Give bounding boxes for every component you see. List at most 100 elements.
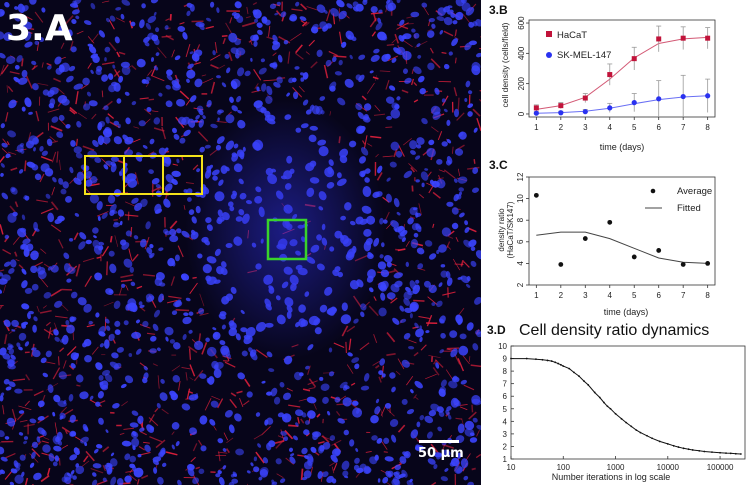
nucleus (58, 24, 69, 35)
membrane-strand (77, 112, 87, 120)
membrane-strand (310, 61, 318, 69)
nucleus (268, 368, 275, 373)
membrane-strand (14, 201, 19, 208)
nucleus (143, 365, 148, 371)
membrane-strand (297, 416, 300, 424)
nucleus (153, 117, 161, 125)
nucleus (222, 448, 227, 452)
membrane-strand (149, 436, 163, 443)
nucleus (29, 462, 35, 468)
nucleus (90, 69, 94, 75)
y-tick-label: 600 (517, 16, 526, 30)
nucleus (221, 82, 227, 88)
x-tick-label: 100000 (707, 463, 734, 472)
membrane-strand (463, 261, 470, 268)
membrane-strand (432, 223, 435, 228)
membrane-strand (328, 50, 338, 57)
membrane-strand (41, 440, 49, 444)
nucleus (349, 54, 353, 60)
ratio-dynamics-point (562, 365, 565, 367)
nucleus (52, 176, 57, 183)
membrane-strand (434, 359, 444, 368)
nucleus (24, 31, 32, 41)
nucleus (32, 324, 37, 333)
nucleus (181, 116, 191, 126)
data-point-hacat (607, 72, 613, 78)
membrane-strand (287, 51, 291, 64)
nucleus (277, 412, 284, 418)
nucleus (444, 468, 449, 472)
membrane-strand (361, 140, 366, 145)
nucleus (199, 146, 205, 153)
nucleus (369, 70, 374, 74)
nucleus (122, 134, 129, 141)
data-point-skmel (656, 96, 662, 102)
membrane-strand (470, 364, 481, 368)
membrane-strand (31, 448, 41, 458)
ratio-dynamics-point (609, 407, 612, 410)
nucleus (382, 476, 389, 484)
membrane-strand (152, 363, 158, 367)
nucleus (363, 373, 370, 382)
nucleus (410, 11, 420, 18)
membrane-strand (96, 256, 102, 259)
nucleus (303, 429, 310, 436)
membrane-strand (420, 344, 427, 351)
membrane-strand (43, 437, 50, 440)
membrane-strand (304, 21, 310, 27)
nucleus (56, 131, 64, 138)
membrane-strand (41, 452, 48, 456)
membrane-strand (427, 27, 435, 32)
nucleus (398, 473, 406, 478)
nucleus (195, 114, 200, 120)
membrane-strand (75, 138, 79, 146)
nucleus (95, 312, 100, 318)
nucleus (173, 133, 180, 140)
nucleus (9, 481, 15, 485)
nucleus (443, 108, 448, 113)
nucleus (103, 164, 109, 170)
nucleus (135, 348, 142, 355)
nucleus (0, 392, 5, 397)
membrane-strand (114, 235, 119, 247)
ratio-dynamics-point (614, 412, 617, 415)
nucleus (33, 316, 38, 322)
scalebar-label: 50 µm (418, 446, 464, 461)
nucleus (212, 327, 217, 331)
ratio-dynamics-point (739, 453, 742, 455)
nucleus (352, 407, 363, 418)
legend-fitted: Fitted (677, 203, 701, 214)
x-tick-label: 2 (559, 123, 564, 132)
nucleus (226, 67, 231, 74)
nucleus (250, 462, 254, 467)
nucleus (378, 9, 383, 14)
nucleus (74, 212, 80, 217)
membrane-strand (120, 274, 134, 279)
nucleus (256, 86, 260, 92)
nucleus (419, 414, 425, 421)
nucleus (53, 329, 59, 336)
nucleus (4, 1, 10, 8)
membrane-strand (437, 131, 443, 141)
nucleus (57, 400, 67, 407)
nucleus (147, 15, 157, 24)
nucleus (447, 5, 453, 9)
nucleus (128, 353, 133, 357)
membrane-strand (253, 68, 262, 81)
membrane-strand (346, 364, 354, 374)
membrane-strand (161, 126, 167, 140)
nucleus (257, 443, 262, 448)
nucleus (145, 221, 151, 230)
nucleus (359, 463, 367, 470)
nucleus (403, 332, 411, 340)
nucleus (21, 321, 29, 326)
membrane-strand (458, 168, 460, 177)
nucleus (121, 283, 126, 288)
ratio-dynamics-point (578, 375, 580, 378)
membrane-strand (452, 146, 454, 154)
membrane-strand (57, 356, 60, 366)
membrane-strand (148, 417, 159, 426)
membrane-strand (101, 0, 110, 3)
nucleus (146, 107, 152, 112)
nucleus (98, 241, 105, 246)
